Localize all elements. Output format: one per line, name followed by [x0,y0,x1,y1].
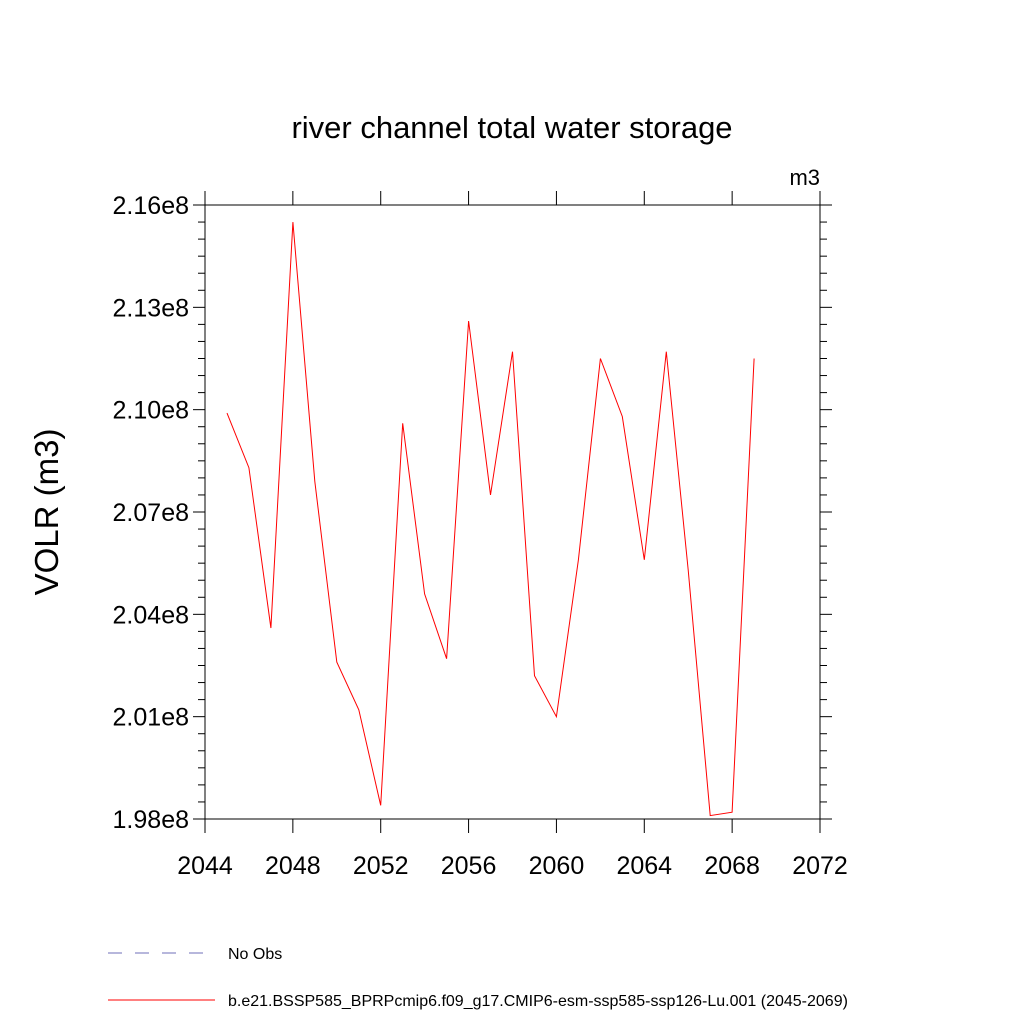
y-tick-label: 2.10e8 [113,397,189,425]
x-tick-label: 2044 [177,852,233,880]
x-tick-label: 2064 [616,852,672,880]
y-tick-label: 2.13e8 [113,294,189,322]
x-tick-label: 2056 [441,852,497,880]
y-axis: 1.98e8 2.01e8 2.04e8 2.07e8 2.10e8 2.13e8 2.16… [113,192,832,834]
y-tick-label: 2.04e8 [113,601,189,629]
y-tick-label: 1.98e8 [113,806,189,834]
x-axis: 2044 2048 2052 2056 2060 2064 2068 2072 [177,191,848,880]
x-tick-label: 2048 [265,852,321,880]
chart-title: river channel total water storage [291,110,732,145]
legend-label: No Obs [228,946,282,963]
x-tick-label: 2060 [529,852,585,880]
x-tick-label: 2068 [704,852,760,880]
y-tick-label: 2.07e8 [113,499,189,527]
series-layer [226,222,755,817]
plot-frame [204,204,821,820]
units-label: m3 [789,165,820,190]
y-tick-label: 2.01e8 [113,704,189,732]
series-line [226,222,755,817]
legend: No Obs b.e21.BSSP585_BPRPcmip6.f09_g17.CM… [108,946,848,1010]
y-tick-label: 2.16e8 [113,192,189,220]
x-tick-label: 2052 [353,852,409,880]
y-axis-label: VOLR (m3) [28,429,65,596]
legend-label: b.e21.BSSP585_BPRPcmip6.f09_g17.CMIP6-es… [228,993,848,1010]
x-tick-label: 2072 [792,852,848,880]
